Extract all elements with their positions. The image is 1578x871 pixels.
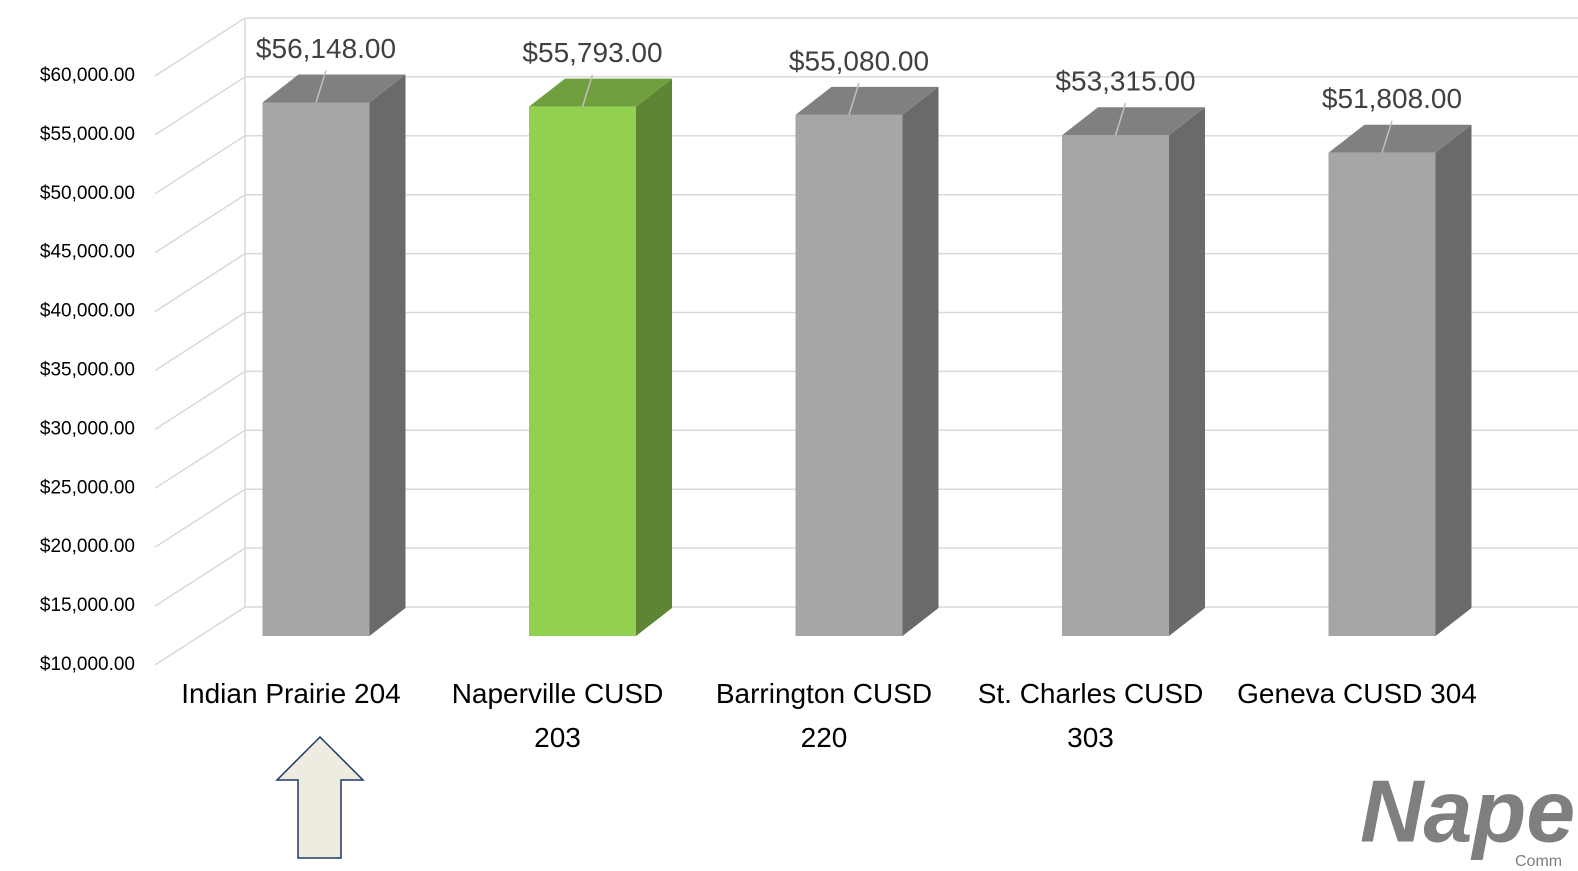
x-tick-label: Geneva CUSD 304 [1237, 678, 1477, 709]
leader-line [581, 74, 594, 107]
grid-line [154, 252, 246, 313]
x-tick-label: Naperville CUSD 203 [451, 678, 664, 753]
grid-line [154, 606, 246, 666]
bar-top [529, 78, 672, 107]
y-tick-label: $30,000.00 [40, 418, 135, 439]
leader-line [1381, 120, 1393, 153]
y-tick-label: $45,000.00 [40, 242, 135, 263]
value-label: $53,315.00 [1055, 66, 1195, 97]
bar [1328, 152, 1436, 636]
y-tick-label: $40,000.00 [40, 301, 135, 322]
x-tick-label: St. Charles CUSD 303 [977, 678, 1204, 753]
bar-top [795, 86, 939, 115]
bar-side [1435, 124, 1472, 636]
y-tick-label: $35,000.00 [40, 360, 135, 381]
grid-line [154, 488, 246, 548]
bar-top [1328, 124, 1472, 153]
y-tick-label: $25,000.00 [40, 477, 135, 498]
grid-line [154, 194, 246, 254]
value-label: $56,148.00 [256, 33, 396, 64]
grid-line [154, 311, 246, 372]
leader-line [848, 82, 860, 116]
y-tick-label: $55,000.00 [40, 124, 135, 145]
bar-side [369, 74, 406, 637]
bar [262, 102, 370, 637]
y-tick-label: $10,000.00 [40, 654, 135, 675]
bar-side [636, 78, 672, 636]
grid-line [154, 429, 246, 489]
bar-side [1169, 107, 1205, 636]
grid-line [154, 17, 246, 77]
grid-line [154, 76, 246, 136]
y-tick-label: $50,000.00 [40, 183, 135, 204]
arrow [275, 735, 365, 859]
bar-top [1062, 107, 1205, 136]
grid-line [154, 135, 246, 195]
grid-line [154, 370, 246, 431]
logo-subtext: Comm [1515, 853, 1562, 870]
value-label: $51,808.00 [1322, 83, 1462, 114]
logo: Nape [1360, 761, 1575, 860]
leader-line [315, 70, 327, 103]
bar-top [262, 74, 406, 103]
y-tick-label: $60,000.00 [40, 65, 135, 86]
y-tick-label: $20,000.00 [40, 536, 135, 557]
bar [529, 106, 636, 636]
y-tick-label: $15,000.00 [40, 595, 135, 616]
bar-side [902, 86, 939, 637]
leader-line [1114, 103, 1127, 136]
value-label: $55,080.00 [789, 45, 929, 76]
bar [795, 114, 903, 637]
grid-line [154, 547, 246, 607]
x-tick-label: Barrington CUSD 220 [715, 678, 933, 753]
value-label: $55,793.00 [522, 37, 662, 68]
x-tick-label: Indian Prairie 204 [181, 678, 401, 709]
bar [1062, 135, 1169, 636]
